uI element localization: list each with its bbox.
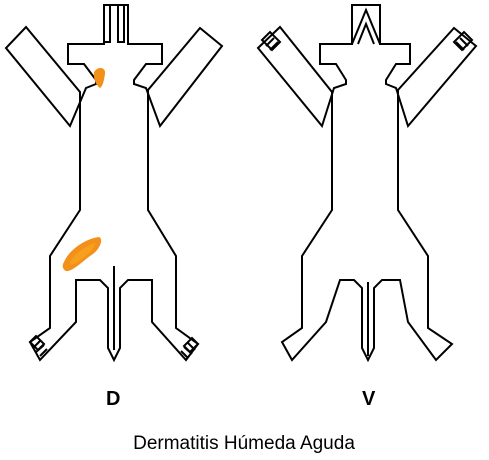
ventral-label: V <box>362 388 376 410</box>
dorsal-left-paw <box>28 334 48 357</box>
dorsal-silhouette <box>4 4 224 363</box>
dorsal-head-detail <box>103 5 125 43</box>
dorsal-label: D <box>106 388 120 410</box>
figure-caption: Dermatitis Húmeda Aguda <box>133 433 355 454</box>
dorsal-view <box>4 4 224 363</box>
dorsal-right-paw <box>180 336 200 359</box>
lesion-hip-core <box>70 243 95 265</box>
ventral-silhouette <box>256 4 478 363</box>
ventral-right-paw <box>452 30 474 52</box>
ventral-head-detail <box>351 7 381 45</box>
ventral-view <box>256 4 478 363</box>
ventral-left-paw <box>260 30 282 52</box>
lesion-neck <box>93 68 106 88</box>
